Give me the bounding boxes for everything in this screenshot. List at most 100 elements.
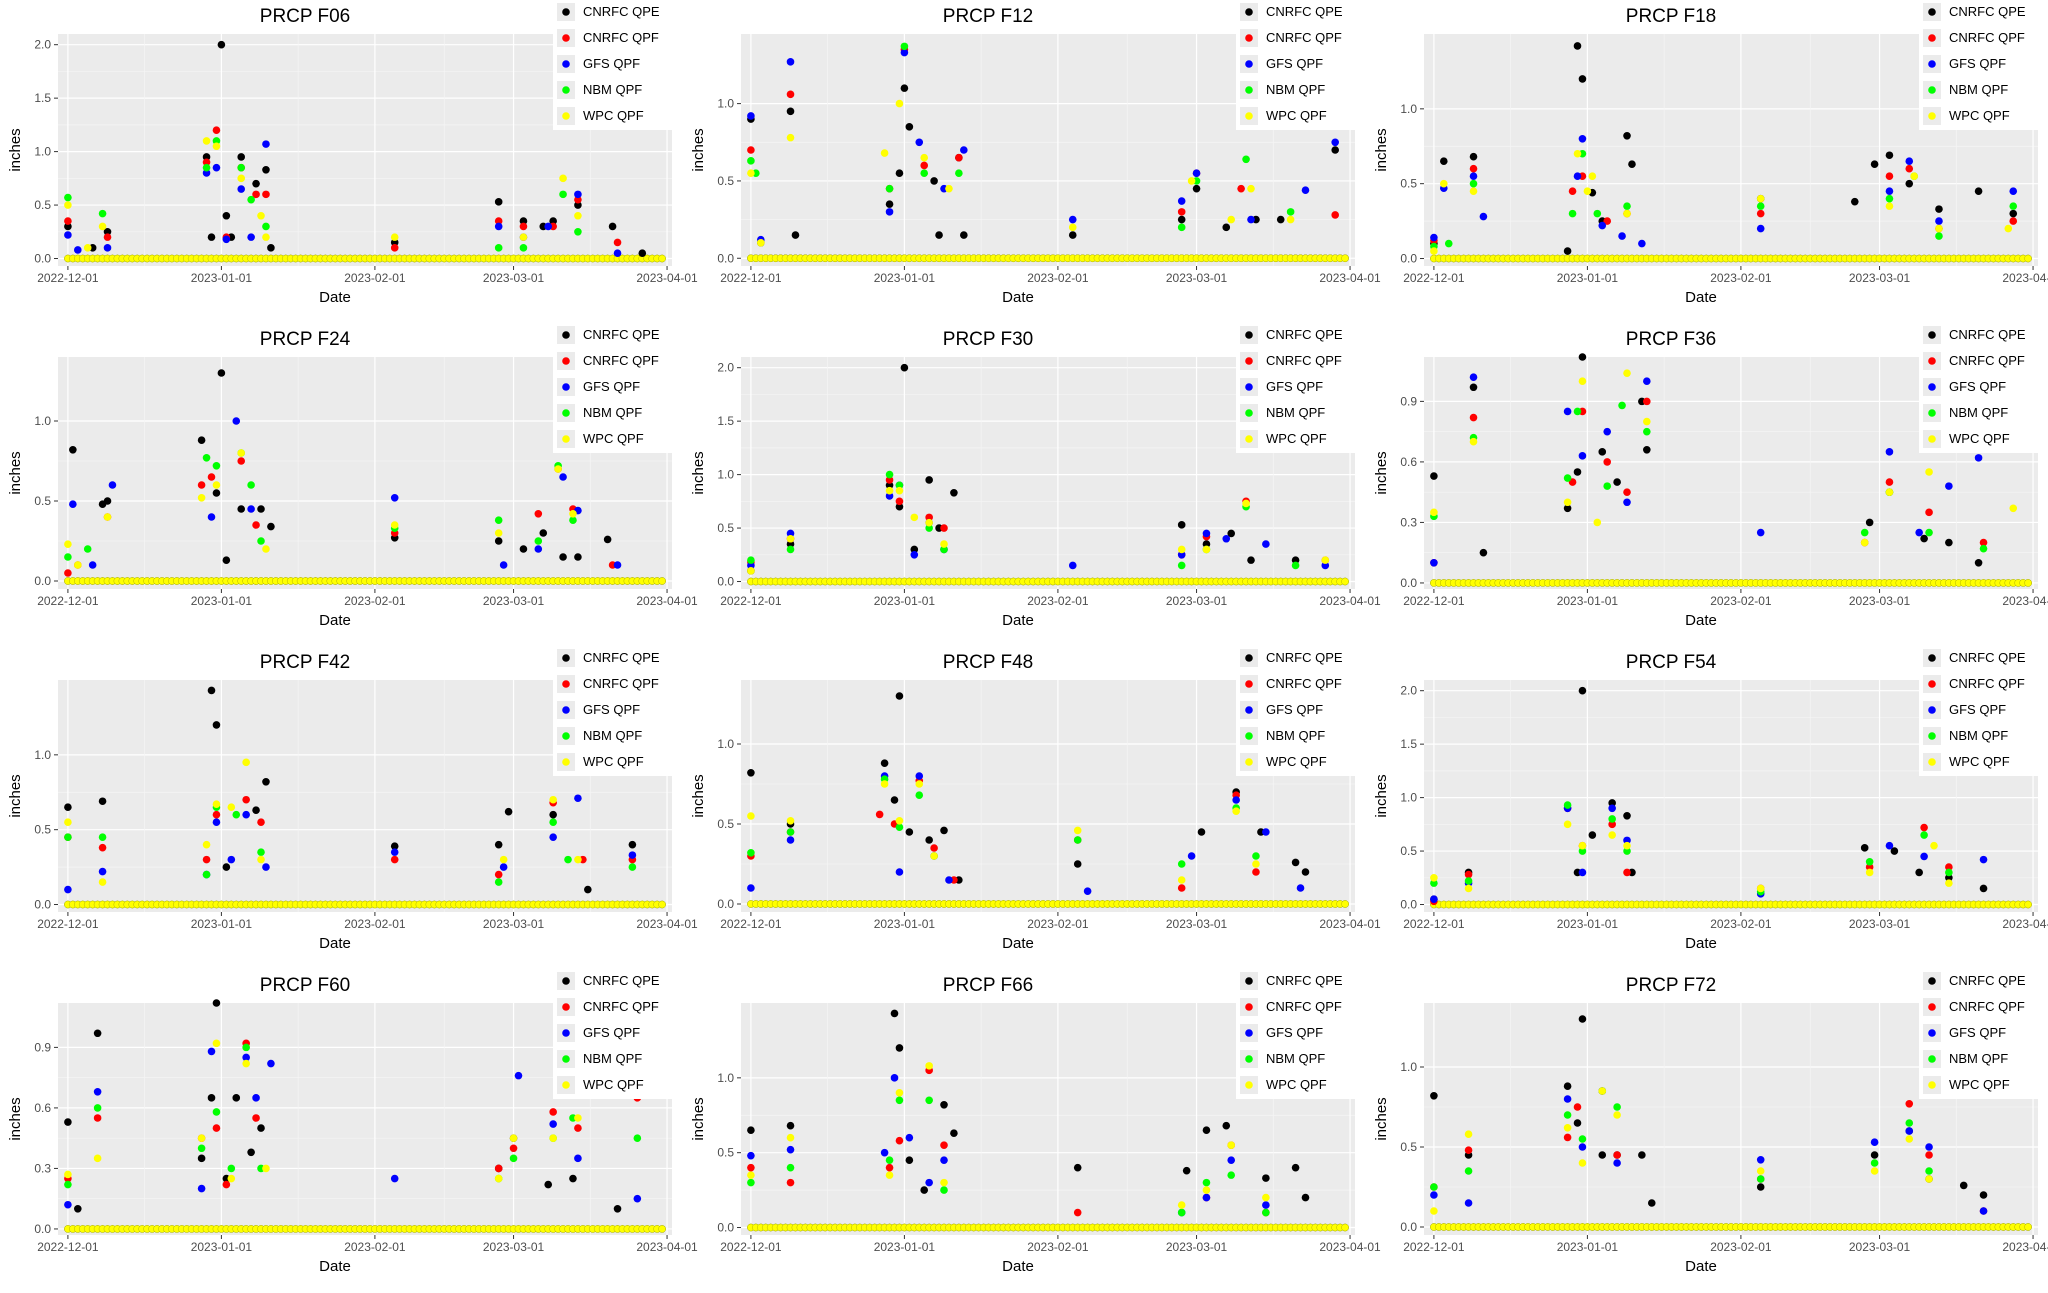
y-tick-label: 0.0 bbox=[717, 251, 734, 265]
data-point bbox=[202, 169, 211, 177]
chart-title: PRCP F36 bbox=[1626, 329, 1716, 350]
data-point bbox=[1262, 540, 1270, 548]
y-tick-label: 0.0 bbox=[34, 574, 51, 588]
y-axis-label: inches bbox=[7, 451, 24, 494]
legend-label: CNRFC QPE bbox=[1949, 4, 2026, 19]
data-point bbox=[1618, 401, 1626, 410]
data-point bbox=[1286, 208, 1295, 216]
data-point bbox=[1222, 534, 1231, 543]
data-point bbox=[222, 211, 231, 220]
x-tick-label: 2023-04-01 bbox=[2002, 271, 2048, 285]
data-point bbox=[98, 797, 107, 806]
data-point bbox=[64, 569, 72, 577]
data-point bbox=[1870, 160, 1879, 169]
chart-title: PRCP F24 bbox=[260, 329, 351, 350]
y-tick-label: 0.5 bbox=[717, 521, 734, 535]
data-point bbox=[613, 249, 622, 257]
legend-dot bbox=[562, 86, 570, 94]
data-point bbox=[1291, 556, 1300, 564]
data-point bbox=[900, 84, 909, 92]
data-point bbox=[1935, 217, 1943, 225]
data-point bbox=[885, 476, 894, 484]
data-point bbox=[955, 153, 963, 162]
data-point bbox=[613, 238, 622, 247]
y-tick-label: 0.0 bbox=[1400, 576, 1417, 590]
data-point bbox=[74, 561, 82, 569]
data-point-zero bbox=[2024, 579, 2032, 587]
data-point bbox=[64, 222, 72, 231]
data-point bbox=[1573, 42, 1582, 50]
legend-label: CNRFC QPF bbox=[1949, 30, 2025, 45]
x-axis-label: Date bbox=[1685, 289, 1717, 306]
chart-panel: 0.0 0.5 1.0 1.5 2.0 2022-12-01 2023-01-01 2023-… bbox=[683, 323, 1381, 646]
data-point bbox=[1247, 556, 1255, 564]
data-point bbox=[1430, 558, 1438, 567]
data-point bbox=[237, 457, 246, 465]
data-point bbox=[920, 153, 929, 162]
data-point bbox=[1247, 215, 1255, 224]
x-tick-label: 2023-01-01 bbox=[191, 594, 253, 608]
data-point bbox=[519, 233, 528, 241]
data-point bbox=[574, 190, 582, 199]
data-point bbox=[1430, 508, 1438, 517]
data-point bbox=[1905, 164, 1914, 173]
x-tick-label: 2023-02-01 bbox=[344, 271, 406, 285]
data-point bbox=[1068, 215, 1077, 224]
legend-dot bbox=[1928, 34, 1936, 42]
data-point bbox=[212, 126, 221, 135]
data-point bbox=[1865, 518, 1874, 527]
data-point bbox=[1469, 172, 1478, 180]
data-point bbox=[494, 217, 503, 225]
data-point bbox=[1430, 247, 1438, 255]
data-point bbox=[1643, 377, 1651, 386]
data-point bbox=[554, 465, 562, 473]
data-point bbox=[1885, 202, 1894, 210]
y-tick-label: 0.5 bbox=[1400, 177, 1417, 191]
data-point bbox=[1756, 209, 1765, 218]
legend-label: WPC QPF bbox=[583, 108, 644, 123]
data-point bbox=[1643, 446, 1651, 454]
data-point bbox=[1974, 454, 1983, 462]
legend-label: GFS QPF bbox=[1949, 56, 2006, 71]
data-point bbox=[574, 227, 582, 236]
data-point bbox=[1202, 540, 1211, 548]
y-tick-label: 0.5 bbox=[34, 198, 51, 212]
data-point bbox=[1202, 529, 1211, 538]
data-point bbox=[1643, 427, 1651, 436]
legend-label: NBM QPF bbox=[1266, 405, 1325, 420]
legend-dot bbox=[1928, 60, 1936, 68]
data-point bbox=[1643, 417, 1651, 426]
data-point bbox=[74, 246, 82, 254]
data-point bbox=[574, 201, 582, 209]
data-point bbox=[1563, 498, 1572, 507]
y-axis-label: inches bbox=[1373, 451, 1390, 494]
data-point bbox=[1643, 397, 1651, 406]
y-axis-label: inches bbox=[1373, 128, 1390, 171]
y-tick-label: 1.0 bbox=[34, 748, 51, 762]
data-point bbox=[1187, 177, 1196, 185]
data-point bbox=[390, 233, 399, 241]
data-point bbox=[257, 211, 265, 220]
data-point bbox=[1603, 482, 1612, 490]
data-point bbox=[574, 195, 582, 204]
data-point bbox=[252, 521, 260, 529]
x-tick-label: 2023-04-01 bbox=[1319, 594, 1381, 608]
data-point bbox=[574, 553, 582, 561]
data-point bbox=[1935, 205, 1943, 213]
data-point bbox=[1623, 202, 1631, 210]
chart-panel: 0.0 0.5 1.0 2022-12-01 2023-01-01 2023-02-01 2… bbox=[683, 0, 1381, 323]
data-point bbox=[1935, 224, 1943, 233]
chart-panel: 0.0 0.5 1.0 2022-12-01 2023-01-01 2023-02-01 2… bbox=[1366, 0, 2048, 323]
data-point bbox=[1979, 538, 1988, 547]
data-point bbox=[1756, 528, 1765, 537]
x-tick-label: 2023-01-01 bbox=[191, 917, 253, 931]
data-point bbox=[1915, 528, 1923, 537]
data-point bbox=[1623, 369, 1631, 377]
data-point bbox=[247, 505, 255, 513]
data-point bbox=[559, 190, 567, 199]
y-tick-label: 0.9 bbox=[1400, 394, 1417, 408]
data-point bbox=[1860, 538, 1869, 547]
